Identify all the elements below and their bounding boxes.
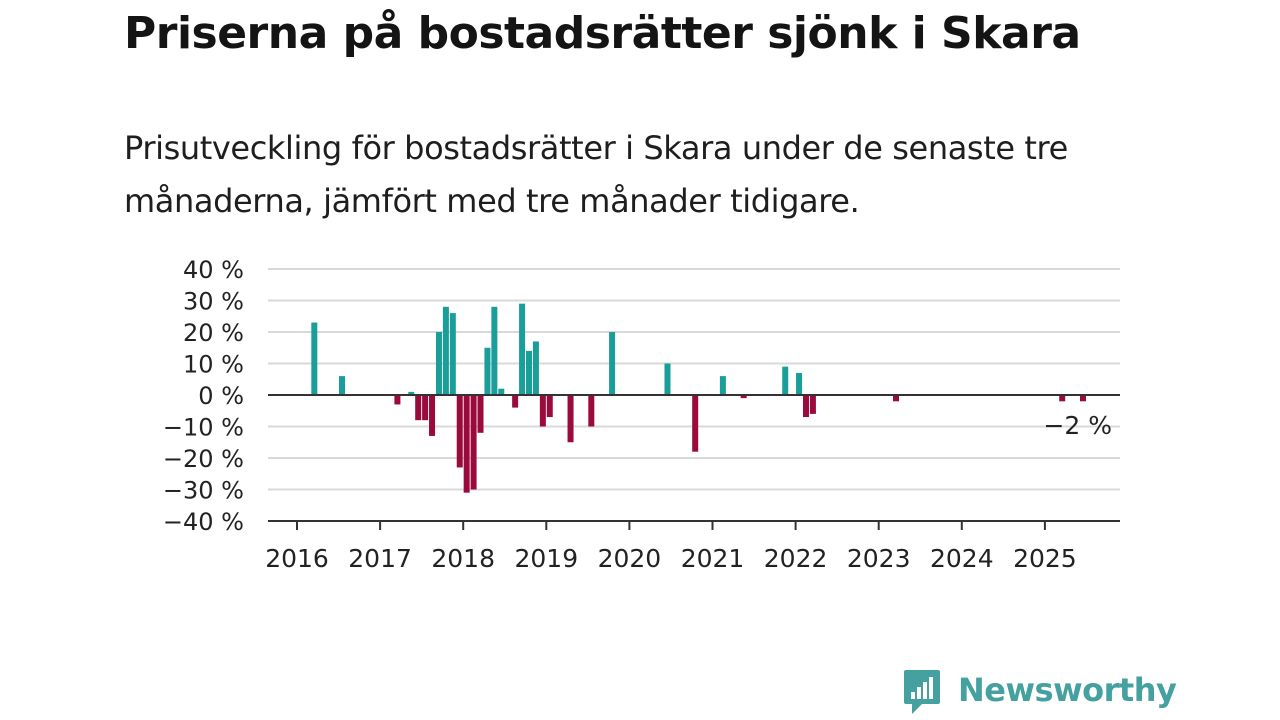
bar bbox=[809, 395, 816, 414]
bar bbox=[408, 391, 415, 395]
bar bbox=[477, 395, 484, 433]
bars bbox=[311, 303, 1086, 493]
bar bbox=[546, 395, 553, 418]
bar bbox=[782, 366, 789, 395]
gridlines bbox=[268, 268, 1120, 491]
x-tick-label: 2019 bbox=[514, 544, 578, 573]
bar bbox=[442, 306, 449, 395]
x-tick-label: 2025 bbox=[1013, 544, 1077, 573]
axes bbox=[268, 394, 1120, 522]
x-tick-label: 2023 bbox=[847, 544, 911, 573]
bar bbox=[311, 322, 318, 395]
bar bbox=[470, 395, 477, 490]
bar bbox=[484, 347, 491, 395]
newsworthy-logo-icon bbox=[904, 670, 940, 714]
bar bbox=[463, 395, 470, 493]
x-tick-label: 2017 bbox=[348, 544, 412, 573]
chart-subtitle: Prisutveckling för bostadsrätter i Skara… bbox=[124, 129, 1068, 220]
bar bbox=[512, 395, 519, 408]
bar bbox=[422, 395, 429, 421]
y-tick-label: −10 % bbox=[163, 414, 244, 442]
y-tick-label: −30 % bbox=[163, 477, 244, 505]
x-tick-label: 2021 bbox=[681, 544, 745, 573]
bar bbox=[532, 341, 539, 395]
bar bbox=[498, 388, 505, 395]
bar bbox=[719, 376, 726, 395]
y-tick-label: 0 % bbox=[198, 382, 244, 410]
last-value-annotation: −2 % bbox=[1043, 411, 1112, 440]
bar bbox=[456, 395, 463, 468]
bar bbox=[415, 395, 422, 421]
bar bbox=[339, 376, 346, 395]
bar bbox=[609, 332, 616, 395]
bar bbox=[449, 313, 456, 395]
bar bbox=[893, 395, 900, 402]
newsworthy-logo: Newsworthy bbox=[902, 668, 1177, 720]
bar bbox=[802, 395, 809, 418]
x-tick-label: 2024 bbox=[930, 544, 994, 573]
y-tick-label: −40 % bbox=[163, 508, 244, 536]
bar bbox=[567, 395, 574, 443]
bar bbox=[664, 363, 671, 395]
bar bbox=[394, 395, 401, 405]
bar bbox=[796, 372, 803, 395]
bar bbox=[1079, 395, 1086, 402]
bar bbox=[1059, 395, 1066, 402]
newsworthy-logo-text: Newsworthy bbox=[958, 671, 1177, 709]
bar bbox=[435, 332, 442, 395]
x-tick-label: 2018 bbox=[431, 544, 495, 573]
y-tick-label: 30 % bbox=[183, 288, 244, 316]
x-axis-ticks: 2016 2017 2018 2019 2020 2021 2022 2023 2024 2025 bbox=[265, 521, 1077, 573]
bar bbox=[740, 395, 747, 399]
y-tick-label: 20 % bbox=[183, 319, 244, 347]
chart-title: Priserna på bostadsrätter sjönk i Skara bbox=[124, 8, 1081, 59]
x-tick-label: 2020 bbox=[598, 544, 662, 573]
x-tick-label: 2022 bbox=[764, 544, 828, 573]
x-tick-label: 2016 bbox=[265, 544, 329, 573]
bar bbox=[525, 350, 532, 395]
y-tick-label: 40 % bbox=[183, 256, 244, 284]
bar-chart: 40 %30 %20 %10 %0 %−10 %−20 %−30 %−40 % … bbox=[163, 256, 1120, 573]
y-tick-label: −20 % bbox=[163, 445, 244, 473]
bar bbox=[539, 395, 546, 427]
bar bbox=[692, 395, 699, 452]
bar bbox=[429, 395, 436, 436]
y-tick-label: 10 % bbox=[183, 351, 244, 379]
y-axis-ticks: 40 % 30 % 20 % 10 % 0 % −10 % −20 % −30 % −40 % bbox=[163, 256, 244, 536]
bar bbox=[491, 306, 498, 395]
bar bbox=[588, 395, 595, 427]
bar bbox=[519, 303, 526, 395]
